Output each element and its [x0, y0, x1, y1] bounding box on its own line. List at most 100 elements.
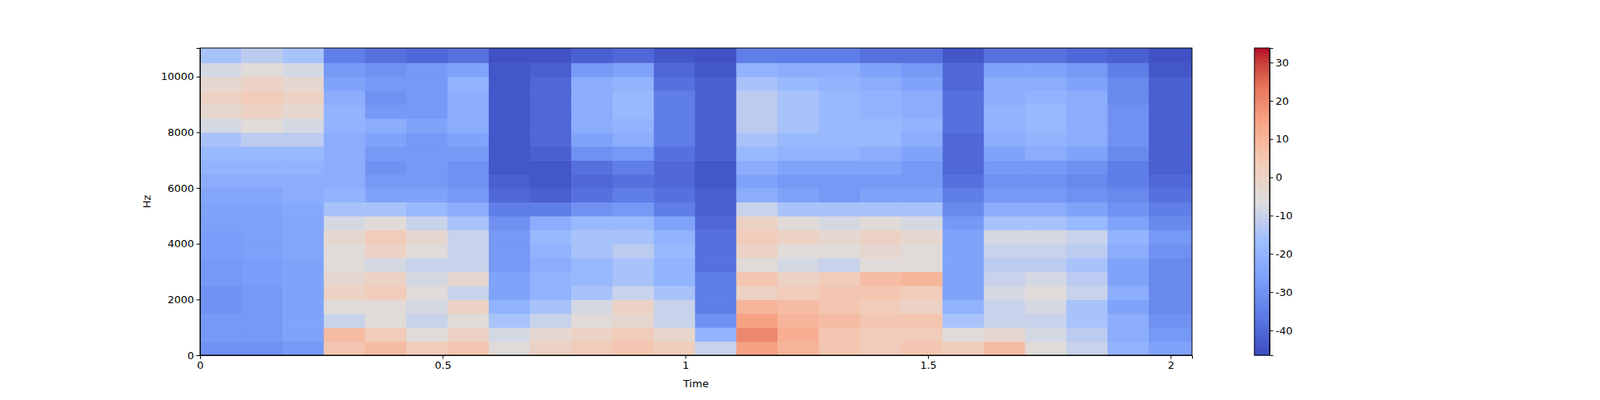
cell: [984, 132, 1026, 147]
cell: [612, 327, 655, 342]
cell: [324, 299, 366, 314]
cell: [695, 132, 737, 147]
cell: [736, 104, 778, 120]
cell: [571, 48, 613, 64]
cell: [364, 48, 407, 64]
cell: [818, 132, 860, 147]
cell: [488, 62, 531, 77]
cell: [942, 132, 984, 147]
cell: [818, 76, 860, 92]
cell: [1024, 132, 1067, 147]
tick-mark: [196, 132, 201, 133]
cell: [1148, 272, 1192, 287]
cell: [1148, 188, 1192, 203]
cell: [1066, 216, 1108, 231]
tick-mark: [1269, 62, 1274, 64]
cell: [364, 299, 407, 314]
cell: [488, 341, 531, 356]
cell: [695, 257, 737, 272]
cell: [364, 229, 407, 244]
cell: [488, 257, 531, 272]
cell: [818, 90, 860, 105]
cell: [736, 216, 778, 231]
cell: [488, 76, 531, 92]
cell: [612, 201, 655, 216]
tick-label: -40: [1276, 324, 1293, 337]
cell: [695, 62, 737, 77]
cell: [942, 299, 984, 314]
cell: [282, 327, 324, 342]
cell: [406, 48, 448, 64]
cell: [1024, 313, 1067, 328]
cell: [200, 313, 242, 328]
cell: [488, 272, 531, 287]
cell: [1024, 201, 1067, 216]
cell: [530, 201, 572, 216]
cell: [818, 146, 860, 161]
cell: [364, 244, 407, 259]
cell: [324, 132, 366, 147]
cell: [736, 201, 778, 216]
cell: [860, 229, 902, 244]
cell: [942, 62, 984, 77]
cell: [406, 244, 448, 259]
cell: [1066, 132, 1108, 147]
cell: [241, 160, 284, 175]
cell: [818, 188, 860, 203]
cell: [777, 62, 820, 77]
tick-mark: [1269, 100, 1274, 102]
cell: [984, 327, 1026, 342]
cell: [695, 341, 737, 356]
cell: [488, 216, 531, 231]
cell: [818, 313, 860, 328]
cell: [901, 146, 944, 161]
cell: [984, 90, 1026, 105]
plot-frame: [200, 48, 1192, 356]
cell: [241, 201, 284, 216]
cell: [818, 244, 860, 259]
cell: [282, 160, 324, 175]
cell: [571, 244, 613, 259]
cell: [860, 76, 902, 92]
cell: [984, 299, 1026, 314]
cell: [1066, 48, 1108, 64]
cell: [530, 118, 572, 133]
cell: [818, 201, 860, 216]
cell: [777, 201, 820, 216]
tick-mark: [196, 76, 201, 78]
cell: [942, 313, 984, 328]
cell: [695, 48, 737, 64]
cell: [1107, 62, 1149, 77]
cell: [860, 216, 902, 231]
cell: [984, 76, 1026, 92]
cell: [901, 285, 944, 300]
cell: [653, 188, 696, 203]
cell: [736, 327, 778, 342]
cell: [1107, 257, 1149, 272]
cell: [364, 313, 407, 328]
cell: [282, 174, 324, 189]
cell: [1148, 174, 1192, 189]
cell: [984, 341, 1026, 356]
cell: [200, 48, 242, 64]
cell: [447, 62, 489, 77]
cell: [324, 118, 366, 133]
cell: [612, 76, 655, 92]
cell: [488, 146, 531, 161]
tick: 8000: [167, 126, 200, 139]
cell: [241, 146, 284, 161]
cell: [901, 272, 944, 287]
cell: [942, 272, 984, 287]
cell: [530, 188, 572, 203]
cell: [777, 257, 820, 272]
cell: [447, 201, 489, 216]
cell: [736, 118, 778, 133]
cell: [860, 104, 902, 120]
cell: [942, 216, 984, 231]
cell: [200, 299, 242, 314]
cell: [736, 76, 778, 92]
cell: [818, 48, 860, 64]
cell: [942, 327, 984, 342]
tick-mark: [196, 355, 201, 356]
cell: [1024, 244, 1067, 259]
